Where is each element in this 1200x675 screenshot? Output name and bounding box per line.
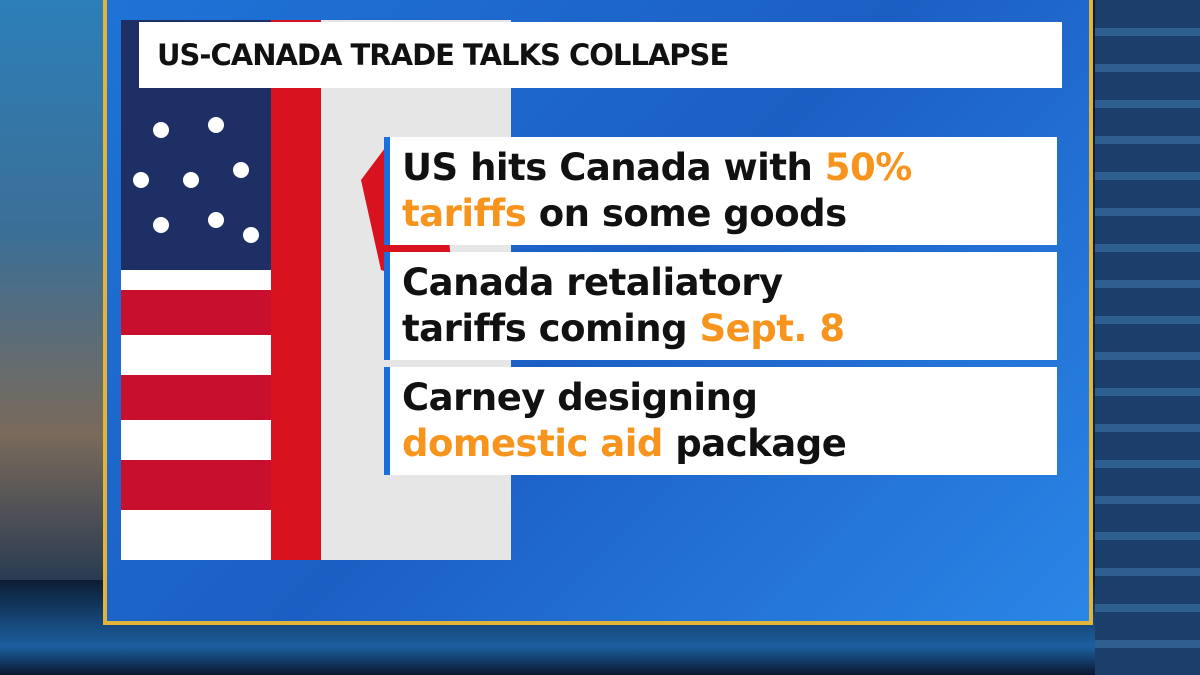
bullet-text: Canada retaliatory [402, 261, 783, 304]
city-backdrop [0, 0, 103, 580]
bullet-text: on some goods [526, 192, 847, 235]
bullet: Carney designing domestic aid package [384, 367, 1057, 475]
bullet-line: tariffs on some goods [402, 191, 1057, 237]
headline-box: US-CANADA TRADE TALKS COLLAPSE [139, 22, 1062, 88]
bullet-text: 50% [824, 146, 913, 189]
bullet-text: package [662, 422, 847, 465]
bullet-line: Canada retaliatory [402, 260, 1057, 306]
bullet-text: domestic aid [402, 422, 663, 465]
us-flag [121, 20, 271, 560]
video-wall: US-CANADA TRADE TALKS COLLAPSE US hits C… [103, 0, 1093, 625]
headline: US-CANADA TRADE TALKS COLLAPSE [157, 38, 729, 72]
bullet-text: Sept. 8 [699, 307, 845, 350]
bullet-line: tariffs coming Sept. 8 [402, 306, 1057, 352]
studio-wall [1095, 0, 1200, 675]
bullet-text: tariffs [402, 192, 527, 235]
bullet-line: domestic aid package [402, 421, 1057, 467]
flags-image [121, 20, 511, 560]
bullet-text: US hits Canada with [402, 146, 825, 189]
bullet: Canada retaliatory tariffs coming Sept. 8 [384, 252, 1057, 360]
bullet-text: tariffs coming [402, 307, 700, 350]
bullet-line: US hits Canada with 50% [402, 145, 1057, 191]
bullet: US hits Canada with 50% tariffs on some g… [384, 137, 1057, 245]
bullet-text: Carney designing [402, 376, 758, 419]
canada-band [271, 20, 321, 560]
bullet-line: Carney designing [402, 375, 1057, 421]
